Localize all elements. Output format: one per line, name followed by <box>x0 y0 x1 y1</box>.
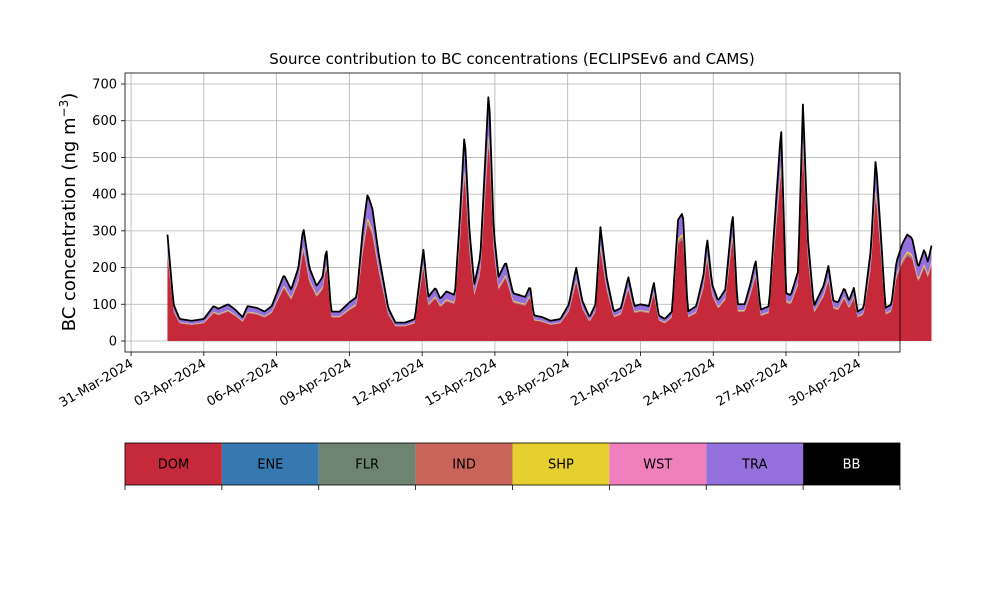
legend-label-ene: ENE <box>257 458 283 473</box>
legend-swatch-flr <box>318 443 416 485</box>
legend-label-bb: BB <box>843 458 861 473</box>
legend-swatch-bb <box>803 443 900 485</box>
y-tick-label: 300 <box>92 224 117 239</box>
legend-label-flr: FLR <box>355 458 379 473</box>
legend-swatch-tra <box>706 443 804 485</box>
y-tick-label: 400 <box>92 188 117 203</box>
legend-swatch-shp <box>512 443 610 485</box>
y-tick-label: 200 <box>92 261 117 276</box>
legend-swatch-dom <box>125 443 222 485</box>
legend: DOM ENE FLR IND SHP WST TRA BB <box>124 442 901 490</box>
area-dom <box>167 146 932 341</box>
legend-swatch-ene <box>221 443 319 485</box>
legend-label-tra: TRA <box>741 458 767 473</box>
legend-swatch-wst <box>609 443 707 485</box>
axes-frame <box>124 72 901 353</box>
y-tick-label: 700 <box>92 78 117 93</box>
legend-label-wst: WST <box>643 458 672 473</box>
legend-swatch-ind <box>415 443 513 485</box>
y-axis-label: BC concentration (ng m−3) <box>57 93 80 332</box>
legend-label-shp: SHP <box>548 458 574 473</box>
legend-label-dom: DOM <box>158 458 189 473</box>
total-line <box>166 96 933 324</box>
y-tick-label: 0 <box>109 334 117 349</box>
stacked-areas <box>166 96 933 341</box>
legend-label-ind: IND <box>452 458 476 473</box>
chart-title: Source contribution to BC concentrations… <box>269 50 754 68</box>
y-tick-label: 600 <box>92 114 117 129</box>
y-tick-label: 100 <box>92 298 117 313</box>
y-tick-label: 500 <box>92 151 117 166</box>
